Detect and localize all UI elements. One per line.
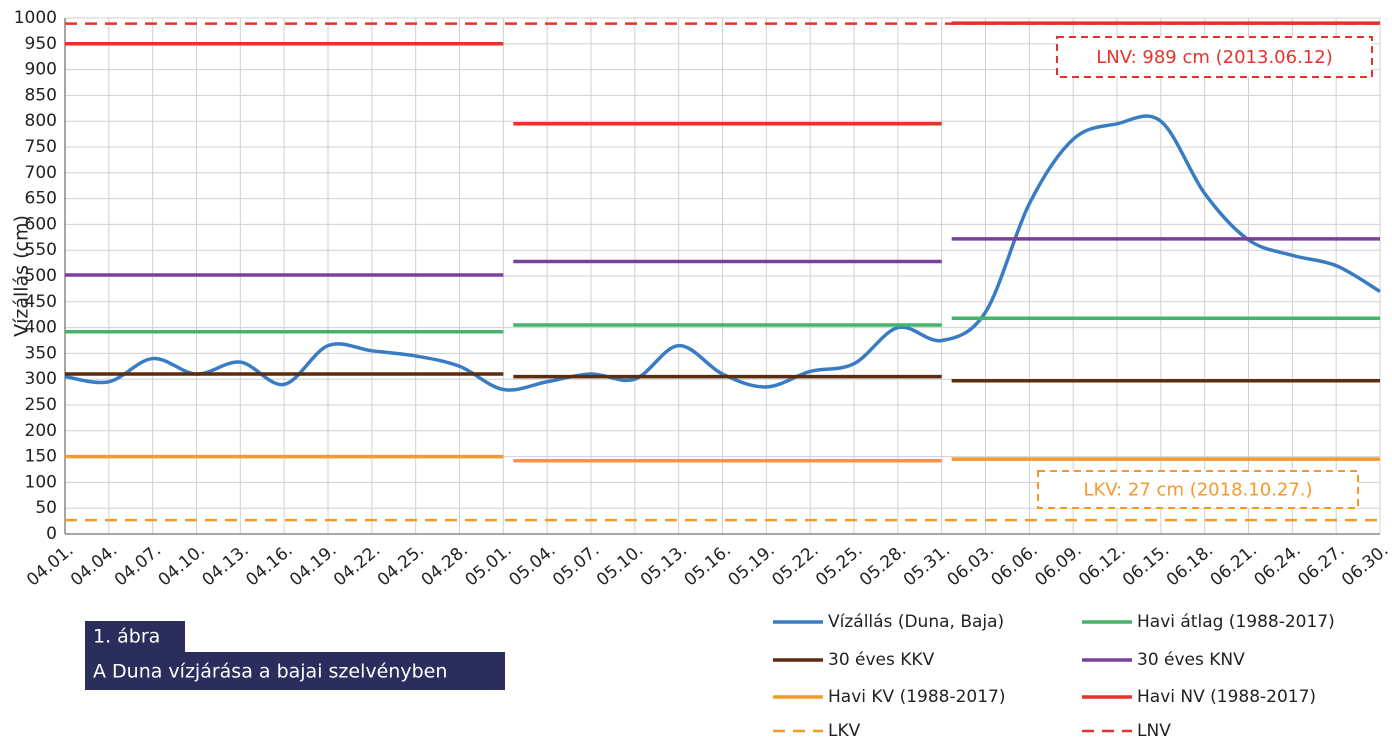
- legend-label: 30 éves KNV: [1137, 650, 1245, 670]
- y-tick-label: 500: [25, 266, 57, 286]
- legend-label: Havi KV (1988-2017): [828, 687, 1006, 707]
- legend-label: LKV: [828, 721, 861, 740]
- y-tick-label: 0: [46, 524, 57, 544]
- water-level-line: [64, 114, 1381, 392]
- annotation: LNV: 989 cm (2013.06.12): [1096, 47, 1332, 68]
- y-tick-label: 550: [25, 240, 57, 260]
- x-tick-label: 06.03.: [944, 540, 998, 590]
- x-tick-label: 06.15.: [1119, 540, 1173, 590]
- caption-box: [85, 652, 505, 690]
- x-tick-label: 05.22.: [768, 540, 822, 590]
- y-tick-label: 700: [25, 163, 57, 183]
- x-tick-label: 04.04.: [67, 540, 121, 590]
- y-tick-label: 350: [25, 343, 57, 363]
- x-tick-label: 04.13.: [198, 540, 252, 590]
- x-tick-label: 04.22.: [330, 540, 384, 590]
- x-tick-label: 05.04.: [505, 540, 559, 590]
- y-tick-label: 100: [25, 472, 57, 492]
- y-tick-label: 900: [25, 60, 57, 80]
- x-tick-label: 04.01.: [23, 540, 77, 590]
- y-tick-label: 50: [35, 498, 57, 518]
- y-tick-label: 200: [25, 421, 57, 441]
- x-tick-label: 05.10.: [593, 540, 647, 590]
- legend-label: LNV: [1137, 721, 1171, 740]
- y-tick-label: 250: [25, 395, 57, 415]
- x-tick-label: 05.07.: [549, 540, 603, 590]
- x-tick-label: 05.28.: [856, 540, 910, 590]
- x-tick-label: 04.10.: [155, 540, 209, 590]
- y-tick-label: 150: [25, 447, 57, 467]
- x-tick-label: 06.24.: [1250, 540, 1304, 590]
- figure-number-box: [85, 621, 185, 652]
- y-tick-label: 450: [25, 292, 57, 312]
- caption: A Duna vízjárása a bajai szelvényben: [93, 661, 447, 683]
- legend-label: 30 éves KKV: [828, 650, 935, 670]
- x-tick-label: 05.01.: [461, 540, 515, 590]
- legend-label: Vízállás (Duna, Baja): [828, 612, 1004, 632]
- x-tick-label: 05.19.: [724, 540, 778, 590]
- x-tick-label: 06.21.: [1207, 540, 1261, 590]
- x-tick-label: 06.12.: [1075, 540, 1129, 590]
- annotation-box: [1037, 470, 1359, 509]
- x-tick-label: 06.27.: [1294, 540, 1348, 590]
- y-tick-label: 800: [25, 111, 57, 131]
- legend-label: Havi átlag (1988-2017): [1137, 612, 1335, 632]
- x-tick-label: 04.28.: [418, 540, 472, 590]
- annotation: LKV: 27 cm (2018.10.27.): [1083, 480, 1312, 501]
- x-tick-label: 06.18.: [1163, 540, 1217, 590]
- x-tick-label: 05.31.: [900, 540, 954, 590]
- x-tick-label: 05.13.: [637, 540, 691, 590]
- y-tick-label: 600: [25, 214, 57, 234]
- x-tick-label: 05.16.: [681, 540, 735, 590]
- figure-number: 1. ábra: [93, 626, 160, 648]
- legend-label: Havi NV (1988-2017): [1137, 687, 1316, 707]
- x-tick-label: 04.07.: [111, 540, 165, 590]
- x-tick-label: 04.19.: [286, 540, 340, 590]
- x-tick-label: 05.25.: [812, 540, 866, 590]
- x-tick-label: 06.09.: [1031, 540, 1085, 590]
- y-tick-label: 850: [25, 85, 57, 105]
- y-tick-label: 400: [25, 318, 57, 338]
- y-tick-label: 1000: [14, 8, 57, 28]
- y-axis-label: Vízállás (cm): [11, 215, 33, 337]
- x-tick-label: 06.06.: [987, 540, 1041, 590]
- y-tick-label: 300: [25, 369, 57, 389]
- x-tick-label: 04.25.: [374, 540, 428, 590]
- y-tick-label: 650: [25, 189, 57, 209]
- y-tick-label: 750: [25, 137, 57, 157]
- x-tick-label: 06.30.: [1338, 540, 1392, 590]
- annotation-box: [1056, 36, 1373, 78]
- x-tick-label: 04.16.: [242, 540, 296, 590]
- y-tick-label: 950: [25, 34, 57, 54]
